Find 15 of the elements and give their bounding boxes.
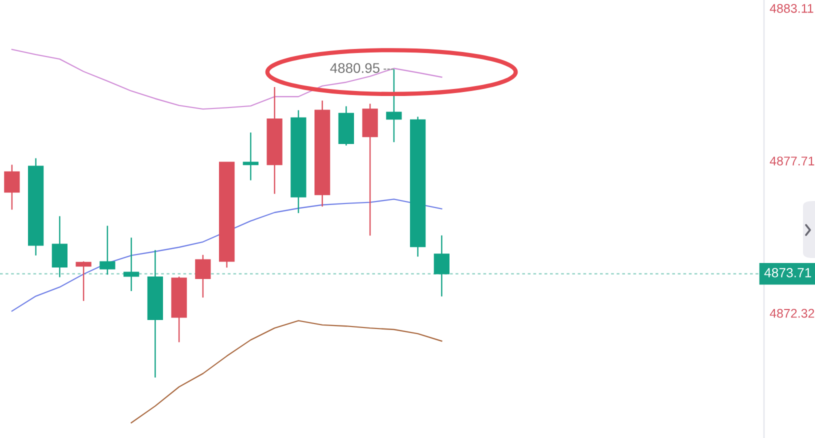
candlestick [434, 234, 450, 298]
candlestick [100, 225, 116, 276]
candlestick [195, 254, 211, 298]
line-series [11, 48, 442, 110]
y-tick-label: 4883.11 [770, 4, 814, 13]
candlestick [52, 216, 68, 278]
candlestick [4, 164, 20, 210]
annotation: 4880.95 [330, 63, 380, 73]
ref-line-label: 4873.71 [764, 268, 812, 278]
y-tick-label: 4877.71 [770, 156, 814, 166]
line-series [130, 320, 442, 424]
y-tick-label: 4872.32 [770, 308, 814, 318]
line-series [11, 198, 442, 312]
candlestick [123, 237, 140, 292]
candlestick [76, 260, 92, 302]
